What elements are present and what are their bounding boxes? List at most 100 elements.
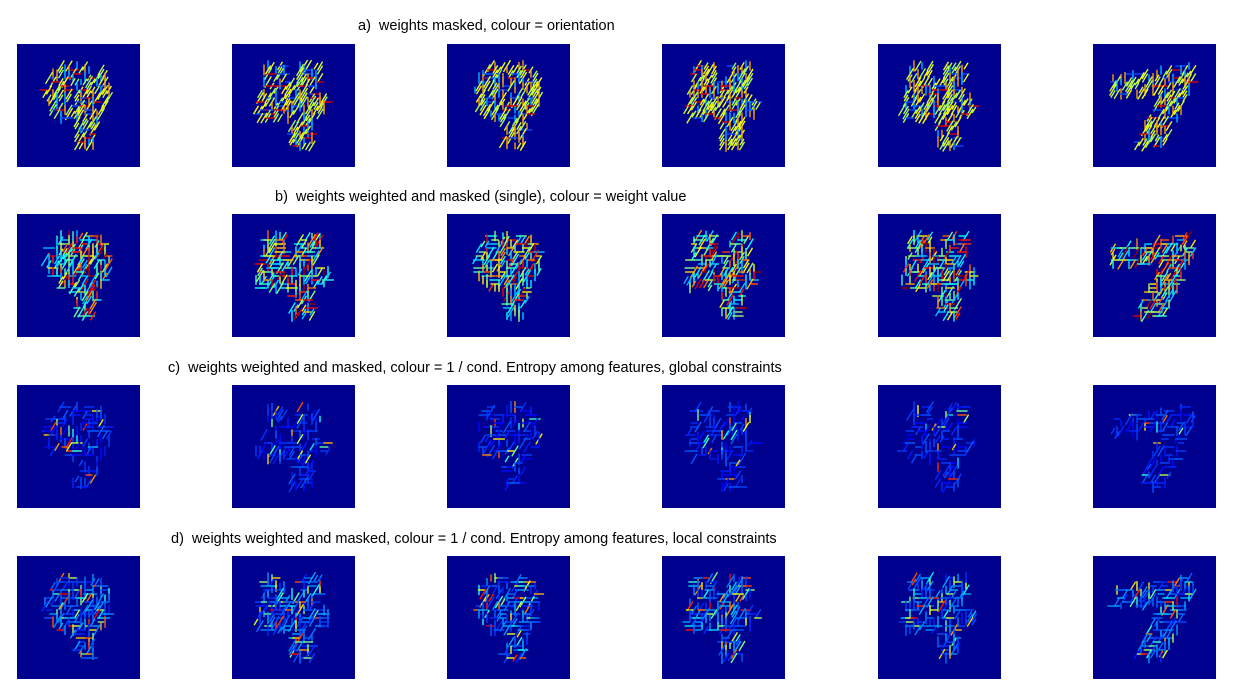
weight-stroke	[914, 573, 922, 583]
weights-image	[472, 230, 545, 322]
weight-stroke	[532, 78, 538, 86]
weight-stroke	[1178, 90, 1184, 98]
weight-stroke	[934, 112, 942, 124]
weight-stroke	[1141, 589, 1149, 599]
weight-stroke	[966, 108, 974, 120]
weight-stroke	[482, 440, 492, 454]
weight-stroke	[85, 81, 93, 91]
weight-stroke	[711, 434, 717, 444]
weight-stroke	[257, 89, 263, 99]
weight-stroke	[253, 618, 259, 626]
weight-stroke	[503, 429, 511, 441]
weight-stroke	[483, 108, 491, 120]
weight-stroke	[309, 86, 315, 94]
weight-stroke	[947, 82, 953, 90]
weight-stroke	[918, 93, 926, 103]
weight-stroke	[730, 581, 738, 591]
weight-stroke	[914, 109, 922, 119]
weights-image	[682, 571, 762, 664]
weight-stroke	[74, 133, 80, 143]
weight-stroke	[718, 593, 726, 603]
weight-stroke	[65, 262, 73, 274]
weight-stroke	[524, 97, 530, 107]
weight-stroke	[324, 271, 332, 281]
weight-stroke	[523, 421, 531, 433]
weight-stroke	[256, 263, 264, 273]
weight-stroke	[317, 267, 323, 277]
weight-stroke	[256, 450, 264, 460]
weight-stroke	[926, 279, 934, 289]
weight-stroke	[937, 599, 947, 613]
weight-stroke	[273, 74, 279, 82]
weight-stroke	[313, 62, 319, 70]
weights-panel-weight-3	[447, 214, 570, 337]
weight-stroke	[1146, 463, 1152, 471]
weight-stroke	[309, 308, 315, 316]
weight-stroke	[308, 470, 316, 480]
weight-stroke	[515, 65, 523, 75]
weight-stroke	[74, 122, 80, 130]
weight-stroke	[73, 287, 81, 297]
weight-stroke	[277, 626, 283, 634]
weight-stroke	[58, 276, 64, 284]
weight-stroke	[923, 101, 929, 111]
weight-stroke	[1110, 427, 1116, 435]
weight-stroke	[719, 138, 725, 146]
weight-stroke	[313, 102, 319, 110]
weight-stroke	[746, 72, 754, 84]
weight-stroke	[90, 284, 96, 292]
weight-stroke	[1181, 585, 1189, 595]
weight-stroke	[914, 60, 922, 72]
weight-stroke	[706, 64, 714, 76]
weight-stroke	[499, 113, 507, 123]
weight-stroke	[903, 105, 909, 115]
weight-stroke	[735, 634, 741, 642]
weight-stroke	[717, 111, 727, 125]
weight-stroke	[725, 305, 735, 319]
weight-stroke	[1165, 121, 1173, 131]
weight-stroke	[281, 85, 287, 95]
weight-stroke	[1153, 246, 1161, 258]
weight-stroke	[691, 280, 697, 288]
weight-stroke	[276, 409, 284, 421]
weight-stroke	[296, 401, 304, 413]
weight-stroke	[281, 617, 287, 627]
weight-stroke	[926, 580, 934, 592]
weight-stroke	[1168, 273, 1178, 287]
weight-stroke	[293, 81, 299, 91]
weight-stroke	[268, 454, 276, 464]
weight-stroke	[733, 579, 743, 593]
weight-stroke	[312, 584, 320, 596]
weight-stroke	[300, 77, 308, 87]
weight-stroke	[726, 294, 734, 306]
weight-stroke	[702, 65, 710, 75]
weight-stroke	[1178, 427, 1184, 435]
weight-stroke	[502, 420, 512, 434]
weight-stroke	[918, 112, 926, 124]
weight-stroke	[1124, 79, 1134, 93]
weight-stroke	[946, 76, 954, 88]
weight-stroke	[304, 454, 312, 464]
weight-stroke	[1142, 255, 1148, 265]
weight-stroke	[483, 259, 491, 269]
weight-stroke	[1169, 97, 1177, 107]
weight-stroke	[304, 275, 312, 285]
weight-stroke	[966, 613, 974, 623]
weight-stroke	[523, 81, 531, 91]
weight-stroke	[78, 142, 84, 150]
weight-stroke	[65, 88, 73, 100]
weight-stroke	[482, 103, 492, 117]
weight-stroke	[1170, 90, 1176, 98]
weight-stroke	[285, 98, 291, 106]
weights-image	[683, 229, 762, 321]
weight-stroke	[903, 90, 909, 98]
weight-stroke	[532, 98, 538, 106]
weight-stroke	[1161, 243, 1169, 253]
weight-stroke	[524, 252, 530, 260]
weight-stroke	[946, 125, 954, 135]
weight-stroke	[50, 427, 56, 435]
weight-stroke	[482, 75, 492, 89]
weight-stroke	[1113, 88, 1121, 100]
weight-stroke	[90, 279, 96, 289]
weight-stroke	[504, 455, 510, 463]
